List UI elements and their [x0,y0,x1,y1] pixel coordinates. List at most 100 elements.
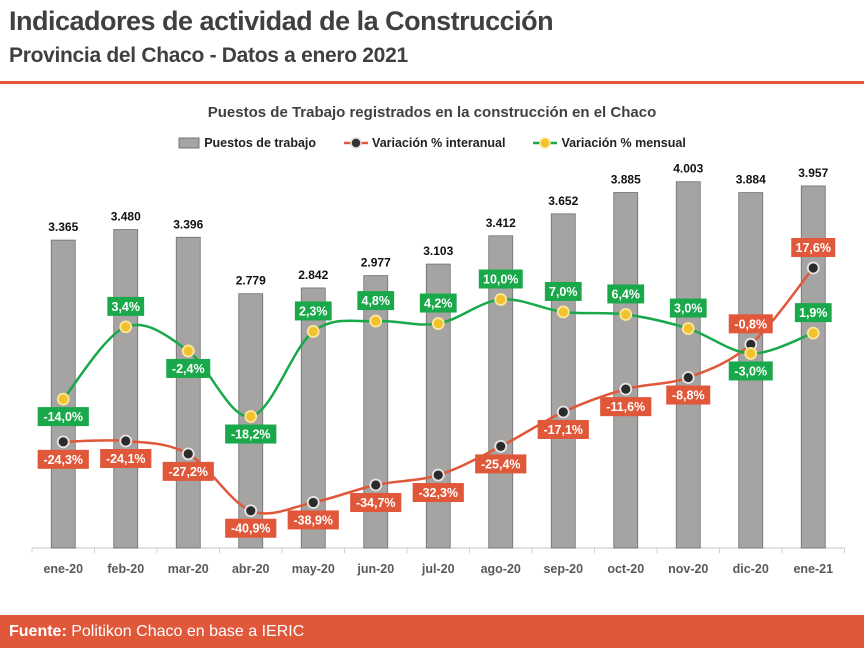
bar-label: 3.480 [111,210,141,224]
bar-label: 3.396 [173,217,203,231]
mensual-data-label: 10,0% [478,269,523,289]
interanual-point [681,371,695,384]
bar-label: 2.842 [298,268,328,282]
mensual-data-label: 4,2% [419,293,457,313]
mensual-data-label: -2,4% [166,358,211,378]
mensual-data-label: -18,2% [225,424,277,444]
svg-text:-40,9%: -40,9% [231,522,271,536]
interanual-point [806,261,820,275]
interanual-data-label: -38,9% [287,510,339,530]
mensual-data-label: -14,0% [37,407,89,427]
svg-text:-2,4%: -2,4% [172,362,205,376]
interanual-point [619,382,633,396]
interanual-point [56,435,70,449]
bar-puestos [113,229,139,549]
mensual-data-label: 4,8% [357,291,395,311]
bar-label: 3.103 [423,244,453,258]
interanual-data-label: -27,2% [162,461,214,481]
legend-item-puestos: Puestos de trabajo [178,136,316,150]
interanual-point [369,478,383,492]
mensual-point [556,305,570,319]
mensual-point [369,314,383,328]
svg-text:-24,1%: -24,1% [106,452,146,466]
page-subtitle: Provincia del Chaco - Datos a enero 2021 [9,44,408,67]
x-tick-label: oct-20 [607,562,644,576]
x-tick-label: abr-20 [232,562,270,576]
interanual-data-label: -34,7% [350,493,402,513]
bar-label: 3.957 [798,166,828,180]
mensual-point [431,317,445,330]
mensual-data-label: 3,0% [669,298,707,318]
bar-puestos [550,213,576,549]
mensual-point [744,347,758,360]
x-tick-label: ene-20 [43,562,83,576]
svg-text:3,4%: 3,4% [112,300,141,314]
bar-label: 2.977 [361,256,391,270]
chart-legend: Puestos de trabajo Variación % interanua… [0,136,864,150]
mensual-data-label: -3,0% [728,361,773,381]
mensual-data-label: 3,4% [107,296,145,316]
interanual-point [119,434,133,448]
mensual-point [306,325,320,338]
svg-text:-14,0%: -14,0% [43,410,83,424]
interanual-data-label: -32,3% [412,483,464,503]
mensual-point [494,293,508,306]
svg-text:3,0%: 3,0% [674,302,703,316]
svg-text:-38,9%: -38,9% [293,513,333,527]
x-tick-label: may-20 [292,562,335,576]
mensual-data-label: 2,3% [294,301,332,321]
svg-text:17,6%: 17,6% [796,241,831,255]
bar-label: 3.885 [611,173,641,187]
bar-label: 3.412 [486,216,516,230]
x-tick-label: ago-20 [481,562,521,576]
bar-swatch-icon [178,137,200,149]
svg-text:6,4%: 6,4% [612,287,641,301]
svg-text:-27,2%: -27,2% [168,465,208,479]
legend-item-mensual: Variación % mensual [533,136,686,150]
bar-puestos [175,236,201,549]
legend-label: Puestos de trabajo [204,136,317,150]
green-line-marker-icon [533,137,558,149]
x-tick-label: jul-20 [421,562,455,576]
source-text: Politikon Chaco en base a IERIC [66,623,305,640]
mensual-point [681,322,695,335]
svg-text:-32,3%: -32,3% [418,486,458,500]
svg-text:7,0%: 7,0% [549,285,578,299]
interanual-data-label: -11,6% [600,397,652,417]
interanual-data-label: -24,1% [100,449,152,469]
x-tick-label: jun-20 [356,562,394,576]
svg-text:4,2%: 4,2% [424,297,453,311]
red-line-marker-icon [344,137,369,149]
mensual-point [244,410,258,423]
bar-label: 3.365 [48,220,78,234]
legend-item-interanual: Variación % interanual [344,136,505,150]
mensual-point [181,344,195,358]
mensual-point [56,392,70,406]
interanual-point [181,447,195,461]
bar-puestos [613,192,639,549]
x-tick-label: sep-20 [543,562,583,576]
svg-text:-11,6%: -11,6% [606,400,645,414]
svg-text:-0,8%: -0,8% [734,317,767,331]
interanual-data-label: -8,8% [666,385,711,405]
mensual-data-label: 7,0% [544,281,582,301]
mensual-point [806,326,820,340]
mensual-point [119,320,133,334]
svg-text:4,8%: 4,8% [362,294,391,308]
interanual-point [431,468,445,482]
svg-text:1,9%: 1,9% [799,306,828,320]
x-tick-label: nov-20 [668,562,708,576]
interanual-point [494,440,508,453]
interanual-point [556,405,570,419]
svg-text:-24,3%: -24,3% [43,453,83,467]
source-label: Fuente: [9,623,67,640]
chart-plot: 3.365 3.480 3.396 2.779 2.842 2.977 3.103 3.412… [31,162,845,576]
header-divider [0,81,864,84]
interanual-data-label: 17,6% [791,237,836,257]
svg-text:-8,8%: -8,8% [672,389,705,403]
bar-label: 2.779 [236,274,266,288]
bar-label: 3.884 [736,173,766,187]
bar-label: 4.003 [673,162,703,176]
x-tick-label: mar-20 [168,562,209,576]
x-tick-label: feb-20 [107,562,144,576]
